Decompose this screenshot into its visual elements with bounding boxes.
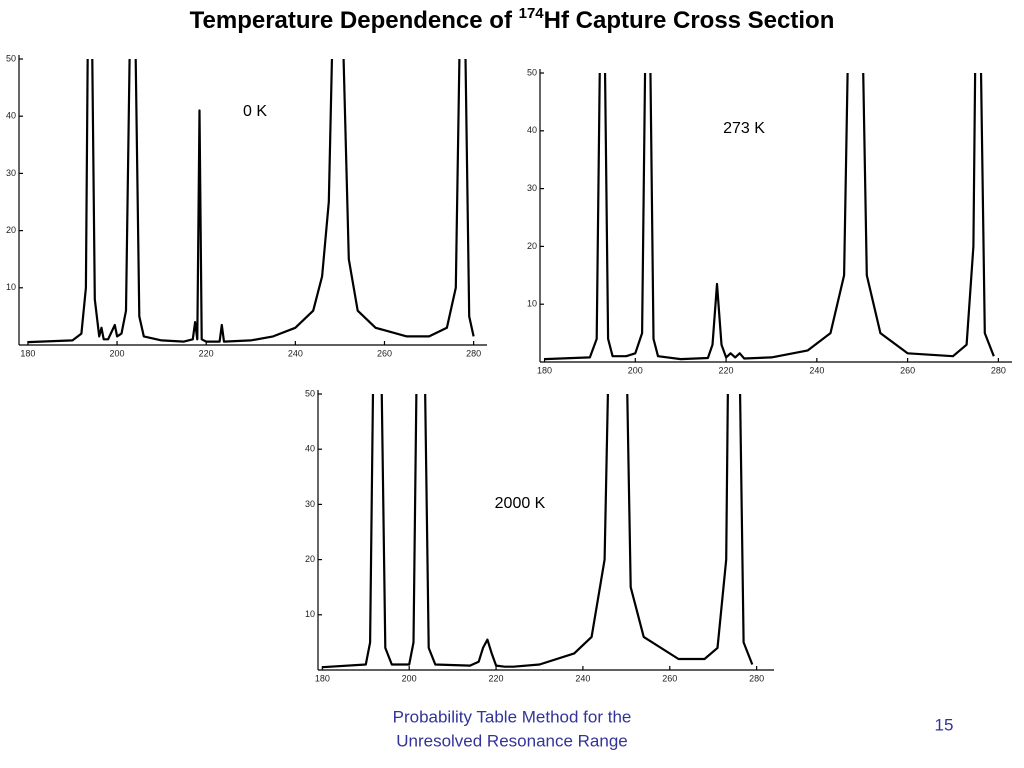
y-tick-label: 40 xyxy=(527,125,537,135)
title-superscript: 174 xyxy=(519,5,545,22)
x-tick-label: 240 xyxy=(575,673,590,683)
x-tick-label: 200 xyxy=(402,673,417,683)
curve xyxy=(322,394,754,669)
y-tick-label: 30 xyxy=(6,168,16,178)
chart-panel: 10 20 30 40 50 180 200 220 240 260 280 2000 K xyxy=(305,388,774,683)
x-tick-label: 260 xyxy=(662,673,677,683)
slide-title: Temperature Dependence of 174Hf Capture … xyxy=(190,5,835,34)
y-tick-label: 20 xyxy=(527,241,537,251)
x-tick-label: 280 xyxy=(749,673,764,683)
x-tick-label: 280 xyxy=(466,348,481,358)
x-tick-label: 180 xyxy=(537,365,552,375)
y-tick-label: 30 xyxy=(527,183,537,193)
y-tick-label: 10 xyxy=(527,299,537,309)
x-tick-label: 240 xyxy=(809,365,824,375)
y-tick-label: 10 xyxy=(305,609,315,619)
chart-panel: 10 20 30 40 50 180 200 220 240 260 280 273 K xyxy=(527,67,1012,375)
y-tick-label: 30 xyxy=(305,499,315,509)
page-number: 15 xyxy=(935,715,954,734)
y-tick-label: 40 xyxy=(6,111,16,121)
x-tick-label: 180 xyxy=(315,673,330,683)
annotation: 2000 K xyxy=(495,495,546,512)
x-tick-label: 180 xyxy=(20,348,35,358)
x-tick-label: 220 xyxy=(719,365,734,375)
x-tick-label: 260 xyxy=(377,348,392,358)
annotation: 273 K xyxy=(723,120,765,137)
y-tick-label: 20 xyxy=(305,554,315,564)
y-tick-label: 20 xyxy=(6,225,16,235)
footer-line: Probability Table Method for the xyxy=(393,707,632,726)
y-tick-label: 10 xyxy=(6,282,16,292)
x-tick-label: 240 xyxy=(288,348,303,358)
x-tick-label: 200 xyxy=(628,365,643,375)
x-tick-label: 260 xyxy=(900,365,915,375)
y-tick-label: 50 xyxy=(305,388,315,398)
annotation: 0 K xyxy=(243,103,267,120)
x-tick-label: 220 xyxy=(489,673,504,683)
curve xyxy=(27,59,475,344)
x-tick-label: 200 xyxy=(110,348,125,358)
y-tick-label: 40 xyxy=(305,444,315,454)
curve xyxy=(544,73,995,361)
title-text: Temperature Dependence of xyxy=(190,7,519,34)
x-tick-label: 220 xyxy=(199,348,214,358)
y-tick-label: 50 xyxy=(6,53,16,63)
chart-panel: 10 20 30 40 50 180 200 220 240 260 280 0 K xyxy=(6,53,487,358)
x-tick-label: 280 xyxy=(991,365,1006,375)
y-tick-label: 50 xyxy=(527,67,537,77)
footer-line: Unresolved Resonance Range xyxy=(396,731,628,750)
title-text: Hf Capture Cross Section xyxy=(544,7,835,34)
